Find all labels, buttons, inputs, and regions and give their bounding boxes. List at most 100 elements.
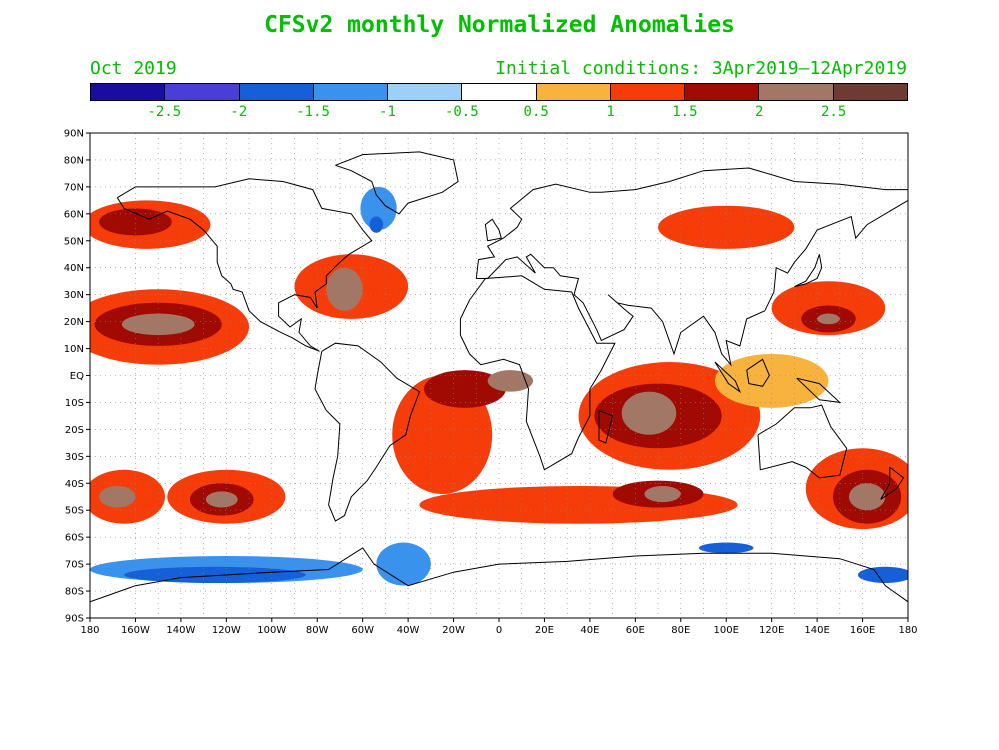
colorbar-tick-label: 2.5	[820, 104, 847, 120]
lat-tick-label: 90N	[64, 129, 84, 140]
lon-tick-label: 100W	[257, 625, 286, 636]
map-title: CFSv2 monthly Normalized Anomalies	[264, 12, 735, 38]
anomaly-region	[360, 186, 397, 230]
colorbar-segment	[610, 84, 686, 100]
lat-tick-label: 50N	[64, 236, 84, 247]
valid-month-label: Oct 2019	[90, 58, 177, 79]
coastline	[880, 466, 905, 500]
lon-tick-label: 40E	[580, 625, 599, 636]
colorbar-tick-label: 0.5	[523, 104, 549, 120]
coastlines	[90, 151, 908, 603]
lat-tick-label: 70N	[64, 182, 84, 193]
colorbar-tick-label: -2	[230, 104, 248, 120]
colorbar-tick-label: -2.5	[147, 104, 182, 120]
lat-tick-label: 70S	[65, 560, 84, 571]
lon-tick-label: 60W	[351, 625, 374, 636]
lat-tick-label: 20N	[64, 317, 84, 328]
lon-tick-label: 120E	[759, 625, 784, 636]
lat-tick-label: 30S	[65, 452, 84, 463]
anomaly-region	[487, 370, 534, 392]
colorbar-tick-label: -1	[379, 104, 396, 120]
colorbar-segment	[313, 84, 389, 100]
colorbar-segment	[833, 84, 907, 100]
colorbar-segment	[462, 84, 537, 100]
lon-tick-label: 60E	[626, 625, 645, 636]
colorbar-tick-label: 2	[755, 104, 764, 120]
colorbar-segment	[388, 84, 463, 100]
anomaly-region	[621, 391, 677, 435]
anomaly-region	[376, 542, 431, 586]
colorbar-segment	[165, 84, 240, 100]
colorbar-segment	[91, 84, 166, 100]
lon-tick-label: 0	[496, 625, 502, 636]
lon-tick-label: 140E	[804, 625, 829, 636]
gridlines	[90, 133, 908, 618]
colorbar-tick-label: 1.5	[672, 104, 698, 120]
lat-tick-label: 60S	[65, 533, 84, 544]
colorbar-tick-label: 1	[606, 104, 615, 120]
colorbar-segment	[685, 84, 760, 100]
coastline	[714, 361, 742, 394]
lon-tick-label: 180	[898, 625, 917, 636]
coastline	[746, 358, 770, 387]
coastline	[598, 410, 614, 444]
anomaly-region	[124, 566, 306, 583]
initial-conditions-label: Initial conditions: 3Apr2019–12Apr2019	[495, 58, 907, 79]
lat-tick-label: 50S	[65, 506, 84, 517]
lat-tick-label: EQ	[70, 371, 84, 382]
lon-tick-label: 160E	[850, 625, 875, 636]
lon-tick-label: 140W	[166, 625, 195, 636]
lon-tick-label: 160W	[121, 625, 150, 636]
lon-tick-label: 80W	[306, 625, 329, 636]
colorbar	[90, 83, 908, 101]
lat-tick-label: 80S	[65, 587, 84, 598]
coastline	[484, 218, 502, 242]
coastline	[459, 275, 616, 471]
anomaly-region	[326, 267, 363, 311]
anomaly-region	[714, 353, 829, 408]
anomaly-region	[817, 313, 840, 325]
lat-tick-label: 20S	[65, 425, 84, 436]
lat-tick-label: 10S	[65, 398, 84, 409]
anomaly-region	[848, 483, 886, 511]
lon-tick-label: 40W	[397, 625, 420, 636]
anomaly-region	[205, 491, 238, 508]
lon-tick-label: 80E	[671, 625, 690, 636]
anomaly-region	[121, 313, 195, 336]
lon-tick-label: 120W	[212, 625, 241, 636]
coastline	[757, 404, 848, 479]
colorbar-segment	[239, 84, 314, 100]
anomaly-region	[858, 566, 908, 583]
map-axes: 90N 80N 70N 60N 50N 40N 30N 20N 10N EQ 10S 20S 30S 40…	[64, 129, 918, 637]
coastline	[796, 377, 842, 404]
lat-tick-label: 40N	[64, 263, 84, 274]
anomaly-region	[99, 485, 136, 508]
lon-tick-label: 180	[80, 625, 99, 636]
coastline	[90, 547, 908, 603]
anomaly-region	[698, 542, 754, 554]
coastline	[116, 178, 373, 352]
colorbar-segment	[759, 84, 834, 100]
lat-tick-label: 40S	[65, 479, 84, 490]
lat-tick-label: 30N	[64, 290, 84, 301]
coastline	[314, 342, 421, 522]
lat-tick-label: 10N	[64, 344, 84, 355]
lon-tick-label: 20W	[442, 625, 465, 636]
anomaly-region	[424, 370, 506, 408]
anomaly-region	[658, 205, 795, 249]
lon-tick-label: 100E	[714, 625, 739, 636]
lon-tick-label: 20E	[535, 625, 554, 636]
coastline	[475, 167, 908, 367]
lat-tick-label: 80N	[64, 155, 84, 166]
anomaly-region	[369, 216, 384, 233]
lat-tick-label: 60N	[64, 209, 84, 220]
colorbar-segment	[536, 84, 611, 100]
anomaly-region	[644, 485, 681, 503]
anomaly-region	[99, 208, 172, 236]
coastline	[794, 254, 823, 288]
lat-tick-label: 90S	[65, 614, 84, 625]
colorbar-tick-label: -0.5	[444, 104, 479, 120]
coastline	[335, 151, 459, 215]
colorbar-tick-label: -1.5	[296, 104, 330, 120]
